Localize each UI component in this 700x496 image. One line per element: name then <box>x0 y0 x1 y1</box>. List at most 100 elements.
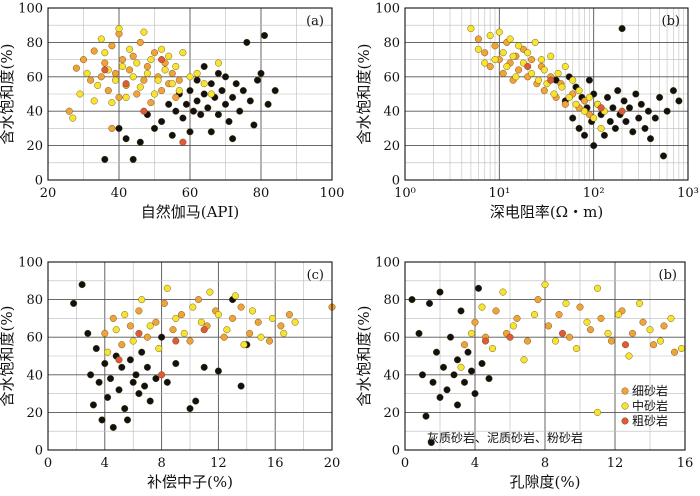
x-tick-label: 40 <box>111 186 128 201</box>
data-point <box>454 356 462 364</box>
data-point <box>115 25 123 33</box>
x-tick-label: 8 <box>541 456 549 471</box>
data-points <box>408 281 686 447</box>
data-point <box>657 337 665 345</box>
data-point <box>471 318 479 326</box>
data-point <box>76 90 84 98</box>
data-point <box>565 93 573 101</box>
grid <box>405 8 688 180</box>
data-point <box>246 329 254 337</box>
data-point <box>285 311 293 319</box>
data-point <box>485 375 493 383</box>
data-point <box>457 307 465 315</box>
data-point <box>611 124 619 132</box>
data-point <box>158 117 166 125</box>
data-point <box>531 311 539 319</box>
data-point <box>182 100 190 108</box>
legend-label: 细砂岩 <box>632 383 668 398</box>
data-point <box>531 38 539 46</box>
y-tick-label: 0 <box>35 174 43 189</box>
data-point <box>104 348 112 356</box>
panel-label: (b) <box>662 14 680 29</box>
data-point <box>636 299 644 307</box>
data-point <box>660 322 668 330</box>
data-point <box>70 299 78 307</box>
data-point <box>122 93 130 101</box>
data-point <box>277 322 285 330</box>
data-point <box>200 90 208 98</box>
data-point <box>509 52 517 60</box>
plot-frame <box>404 7 689 181</box>
data-point <box>138 348 146 356</box>
data-point <box>647 135 655 143</box>
data-point <box>140 28 148 36</box>
data-point <box>175 76 183 84</box>
x-tick-label: 16 <box>267 456 284 471</box>
data-point <box>115 93 123 101</box>
data-point <box>663 107 671 115</box>
x-axis-title: 孔隙度(%) <box>510 473 581 491</box>
y-tick-label: 80 <box>383 36 400 51</box>
data-point <box>618 107 626 115</box>
data-point <box>189 107 197 115</box>
data-point <box>291 318 299 326</box>
data-point <box>115 386 123 394</box>
data-point <box>561 63 569 71</box>
data-point <box>146 322 154 330</box>
data-point <box>583 318 591 326</box>
data-point <box>150 49 158 57</box>
data-point <box>204 104 212 112</box>
data-point <box>650 341 658 349</box>
data-point <box>491 42 499 50</box>
data-point <box>540 87 548 95</box>
data-point <box>569 114 577 122</box>
data-point <box>165 100 173 108</box>
data-point <box>475 284 483 292</box>
x-tick-label: 10¹ <box>488 186 510 201</box>
panel-c: 0 4 8 12 16 20 0 20 40 60 80 100 补偿中子(%) 含水饱和度(%) (c) <box>0 256 340 492</box>
data-point <box>660 152 668 160</box>
data-points <box>65 25 279 163</box>
data-point <box>566 333 574 341</box>
data-point <box>192 397 200 405</box>
data-point <box>540 66 548 74</box>
data-point <box>168 131 176 139</box>
data-point <box>243 38 251 46</box>
legend-marker <box>621 387 629 395</box>
data-point <box>253 76 261 84</box>
data-point <box>152 375 160 383</box>
data-point <box>590 114 598 122</box>
data-point <box>266 337 274 345</box>
data-point <box>639 318 647 326</box>
data-points <box>467 25 683 160</box>
data-point <box>641 124 649 132</box>
y-tick-label: 0 <box>392 174 400 189</box>
data-point <box>510 322 518 330</box>
y-axis-title: 含水饱和度(%) <box>355 306 373 407</box>
y-tick-label: 60 <box>26 331 43 346</box>
x-tick-label: 12 <box>607 456 624 471</box>
data-point <box>471 390 479 398</box>
data-point <box>491 56 499 64</box>
data-point <box>87 76 95 84</box>
data-point <box>108 42 116 50</box>
data-point <box>535 76 543 84</box>
data-point <box>65 107 73 115</box>
data-point <box>150 124 158 132</box>
data-point <box>515 42 523 50</box>
data-point <box>197 111 205 119</box>
data-point <box>573 345 581 353</box>
y-axis-title: 含水饱和度(%) <box>0 44 16 145</box>
data-point <box>585 93 593 101</box>
data-point <box>69 114 77 122</box>
data-point <box>147 99 155 107</box>
data-point <box>161 66 169 74</box>
data-point <box>561 100 569 108</box>
panel-label: (b) <box>659 268 677 283</box>
data-point <box>240 341 248 349</box>
data-point <box>622 117 630 125</box>
data-point <box>271 87 279 95</box>
data-point <box>427 439 435 447</box>
data-point <box>440 363 448 371</box>
